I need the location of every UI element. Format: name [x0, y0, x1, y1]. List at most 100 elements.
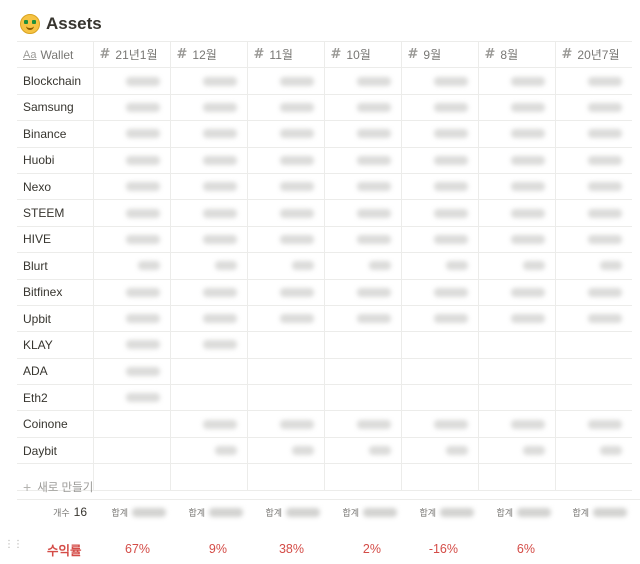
value-cell[interactable] — [93, 279, 171, 306]
value-cell[interactable] — [170, 94, 248, 122]
value-cell[interactable] — [93, 226, 171, 254]
value-cell[interactable] — [324, 147, 402, 174]
value-cell[interactable] — [93, 358, 171, 386]
value-cell[interactable] — [324, 358, 402, 386]
value-cell[interactable] — [247, 331, 325, 359]
value-cell[interactable] — [247, 94, 325, 122]
table-row[interactable]: Eth2 — [17, 384, 632, 412]
value-cell[interactable] — [93, 410, 171, 438]
value-cell[interactable] — [555, 199, 632, 227]
column-header-month[interactable]: #9월 — [401, 40, 479, 69]
value-cell[interactable] — [170, 410, 248, 438]
value-cell[interactable] — [247, 437, 325, 465]
wallet-cell[interactable]: Blockchain — [17, 67, 94, 95]
value-cell[interactable] — [555, 120, 632, 148]
table-row[interactable]: Bitfinex — [17, 279, 632, 306]
value-cell[interactable] — [324, 305, 402, 333]
empty-cell[interactable] — [555, 463, 632, 491]
value-cell[interactable] — [247, 410, 325, 438]
value-cell[interactable] — [170, 199, 248, 227]
value-cell[interactable] — [247, 384, 325, 412]
value-cell[interactable] — [247, 252, 325, 280]
table-row[interactable]: ADA — [17, 358, 632, 386]
empty-cell[interactable] — [247, 463, 325, 491]
table-row[interactable]: STEEM — [17, 199, 632, 227]
value-cell[interactable] — [478, 279, 556, 306]
value-cell[interactable] — [324, 252, 402, 280]
column-header-month[interactable]: #20년7월 — [555, 40, 632, 69]
value-cell[interactable] — [247, 305, 325, 333]
column-header-month[interactable]: #21년1월 — [93, 40, 171, 69]
value-cell[interactable] — [478, 94, 556, 122]
empty-cell[interactable] — [478, 463, 556, 491]
value-cell[interactable] — [93, 173, 171, 201]
value-cell[interactable] — [247, 173, 325, 201]
sum-summary[interactable]: 합계 — [478, 500, 555, 524]
value-cell[interactable] — [478, 331, 556, 359]
sum-summary[interactable]: 합계 — [401, 500, 478, 524]
table-row[interactable]: Nexo — [17, 173, 632, 201]
value-cell[interactable] — [324, 199, 402, 227]
sum-summary[interactable]: 합계 — [93, 500, 170, 524]
value-cell[interactable] — [324, 67, 402, 95]
table-row[interactable]: Huobi — [17, 147, 632, 174]
value-cell[interactable] — [170, 279, 248, 306]
value-cell[interactable] — [555, 173, 632, 201]
table-row[interactable]: Blockchain — [17, 67, 632, 95]
table-row[interactable]: KLAY — [17, 331, 632, 359]
value-cell[interactable] — [93, 384, 171, 412]
value-cell[interactable] — [93, 199, 171, 227]
value-cell[interactable] — [478, 173, 556, 201]
value-cell[interactable] — [170, 384, 248, 412]
table-row[interactable]: Upbit — [17, 305, 632, 333]
wallet-cell[interactable]: Nexo — [17, 173, 94, 201]
value-cell[interactable] — [247, 226, 325, 254]
table-row[interactable]: Coinone — [17, 410, 632, 438]
column-header-month[interactable]: #11월 — [247, 40, 325, 69]
wallet-cell[interactable]: KLAY — [17, 331, 94, 359]
value-cell[interactable] — [93, 67, 171, 95]
sum-summary[interactable]: 합계 — [555, 500, 631, 524]
table-row[interactable]: Samsung — [17, 94, 632, 122]
wallet-cell[interactable]: Eth2 — [17, 384, 94, 412]
value-cell[interactable] — [170, 226, 248, 254]
value-cell[interactable] — [555, 331, 632, 359]
empty-cell[interactable] — [170, 463, 248, 491]
wallet-cell[interactable]: Blurt — [17, 252, 94, 280]
empty-cell[interactable] — [17, 463, 94, 491]
value-cell[interactable] — [555, 305, 632, 333]
value-cell[interactable] — [401, 331, 479, 359]
value-cell[interactable] — [478, 120, 556, 148]
value-cell[interactable] — [324, 226, 402, 254]
value-cell[interactable] — [324, 410, 402, 438]
sum-summary[interactable]: 합계 — [247, 500, 324, 524]
value-cell[interactable] — [93, 94, 171, 122]
empty-row[interactable] — [17, 463, 632, 491]
value-cell[interactable] — [555, 384, 632, 412]
value-cell[interactable] — [401, 147, 479, 174]
value-cell[interactable] — [478, 437, 556, 465]
value-cell[interactable] — [401, 120, 479, 148]
value-cell[interactable] — [555, 226, 632, 254]
value-cell[interactable] — [247, 147, 325, 174]
value-cell[interactable] — [478, 67, 556, 95]
column-header-month[interactable]: #8월 — [478, 40, 556, 69]
value-cell[interactable] — [401, 279, 479, 306]
value-cell[interactable] — [401, 437, 479, 465]
value-cell[interactable] — [478, 305, 556, 333]
value-cell[interactable] — [93, 252, 171, 280]
value-cell[interactable] — [401, 358, 479, 386]
value-cell[interactable] — [324, 331, 402, 359]
value-cell[interactable] — [478, 410, 556, 438]
value-cell[interactable] — [170, 437, 248, 465]
wallet-cell[interactable]: Daybit — [17, 437, 94, 465]
empty-cell[interactable] — [324, 463, 402, 491]
value-cell[interactable] — [401, 173, 479, 201]
value-cell[interactable] — [401, 410, 479, 438]
value-cell[interactable] — [555, 94, 632, 122]
value-cell[interactable] — [170, 120, 248, 148]
wallet-cell[interactable]: Huobi — [17, 147, 94, 174]
value-cell[interactable] — [401, 94, 479, 122]
value-cell[interactable] — [93, 437, 171, 465]
table-row[interactable]: HIVE — [17, 226, 632, 254]
